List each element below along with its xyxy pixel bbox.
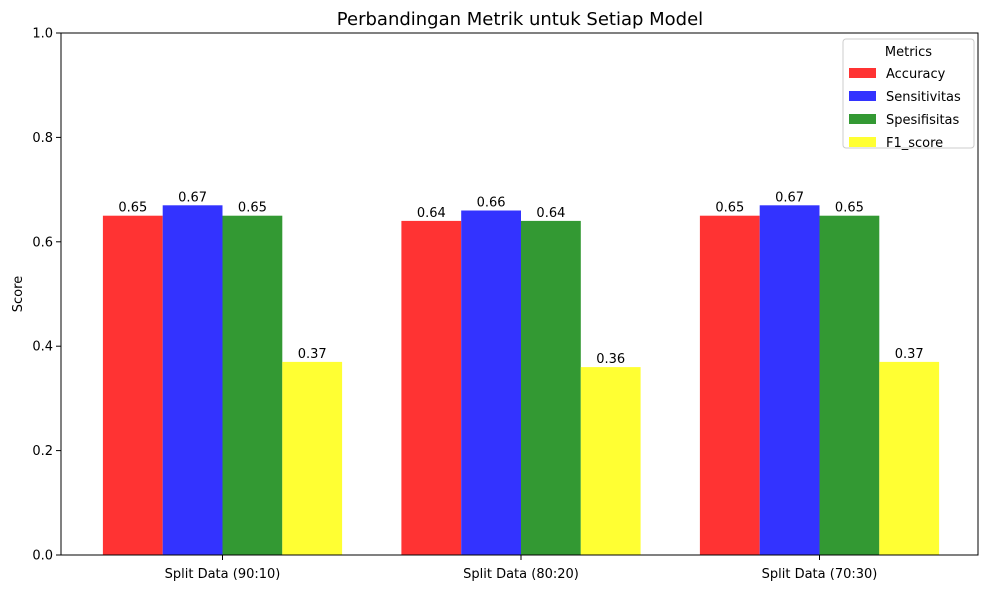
data-label: 0.65 bbox=[238, 201, 267, 216]
data-label: 0.64 bbox=[417, 206, 446, 221]
x-tick-label: Split Data (70:30) bbox=[762, 567, 878, 582]
data-label: 0.67 bbox=[178, 190, 207, 205]
y-tick-label: 0.4 bbox=[32, 340, 53, 355]
bar-accuracy-1 bbox=[102, 215, 163, 555]
y-tick-label: 0.2 bbox=[32, 444, 53, 459]
bar-sensitivitas-1 bbox=[162, 205, 223, 556]
bar-accuracy-3 bbox=[699, 215, 760, 555]
bar-accuracy-2 bbox=[401, 220, 462, 555]
y-tick-label: 0.8 bbox=[32, 131, 53, 146]
data-label: 0.65 bbox=[835, 201, 864, 216]
x-tick-label: Split Data (80:20) bbox=[463, 567, 579, 582]
data-label: 0.36 bbox=[596, 352, 625, 367]
x-tick-label: Split Data (90:10) bbox=[165, 567, 281, 582]
legend-swatch bbox=[849, 91, 876, 101]
data-label: 0.66 bbox=[477, 196, 506, 211]
data-label: 0.65 bbox=[715, 201, 744, 216]
legend-label: Spesifisitas bbox=[886, 113, 960, 128]
plot-frame bbox=[60, 32, 979, 556]
legend-label: F1_score bbox=[886, 136, 943, 151]
bar-f1-score-1 bbox=[282, 361, 343, 555]
data-label: 0.37 bbox=[895, 347, 924, 362]
legend-items: Accuracy Sensitivitas Spesifisitas F1_score bbox=[849, 67, 961, 151]
data-label: 0.64 bbox=[536, 206, 565, 221]
bars-group bbox=[102, 205, 940, 556]
y-tick-label: 0.6 bbox=[32, 235, 53, 250]
legend-swatch bbox=[849, 68, 876, 78]
legend-swatch bbox=[849, 137, 876, 147]
bar-sensitivitas-3 bbox=[759, 205, 820, 556]
data-labels-group: 0.65 0.67 0.65 0.37 0.64 0.66 0.64 0.36 0.65 0.67… bbox=[118, 190, 923, 367]
legend-swatch bbox=[849, 114, 876, 124]
legend-label: Accuracy bbox=[886, 67, 946, 82]
legend: Metrics Accuracy Sensitivitas Spesifisitas… bbox=[842, 38, 975, 151]
data-label: 0.37 bbox=[298, 347, 327, 362]
x-axis: Split Data (90:10) Split Data (80:20) Spli… bbox=[165, 555, 878, 582]
bar-f1-score-2 bbox=[580, 367, 641, 555]
y-tick-label: 1.0 bbox=[32, 27, 53, 42]
bar-spesifisitas-2 bbox=[521, 220, 581, 555]
bar-spesifisitas-1 bbox=[222, 215, 283, 555]
data-label: 0.65 bbox=[118, 201, 147, 216]
legend-title: Metrics bbox=[885, 45, 932, 60]
data-label: 0.67 bbox=[775, 190, 804, 205]
y-tick-label: 0.0 bbox=[32, 549, 53, 564]
y-axis: 0.0 0.2 0.4 0.6 0.8 1.0 bbox=[32, 27, 61, 564]
bar-f1-score-3 bbox=[879, 361, 940, 555]
bar-spesifisitas-3 bbox=[819, 215, 880, 555]
y-axis-label: Score bbox=[11, 276, 26, 312]
legend-label: Sensitivitas bbox=[886, 90, 961, 105]
chart-title: Perbandingan Metrik untuk Setiap Model bbox=[337, 9, 703, 30]
bar-sensitivitas-2 bbox=[461, 210, 521, 555]
